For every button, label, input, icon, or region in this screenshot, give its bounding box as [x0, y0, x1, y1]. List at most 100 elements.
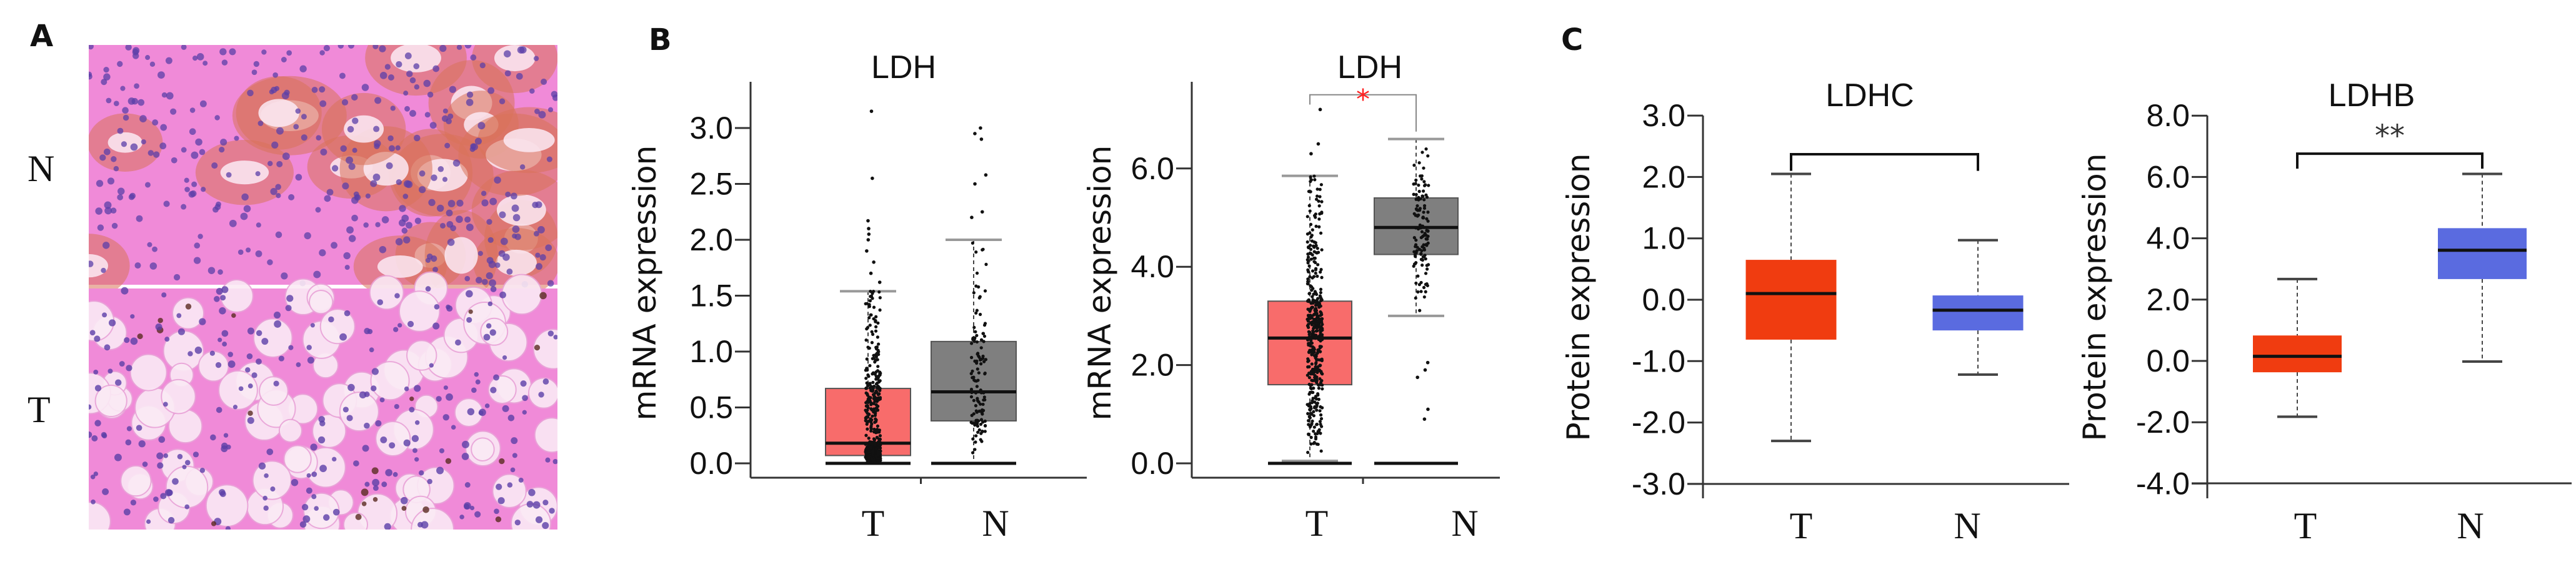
nucleus — [199, 468, 206, 473]
data-point — [1320, 358, 1324, 363]
data-point — [1309, 222, 1313, 227]
nucleus — [403, 180, 411, 188]
nucleus — [395, 238, 403, 245]
y-tick-label: 2.0 — [2146, 282, 2190, 317]
data-point — [876, 335, 880, 339]
data-point — [1420, 150, 1424, 154]
nucleus — [397, 323, 402, 328]
nucleus — [90, 474, 96, 480]
nucleus — [388, 145, 396, 152]
nucleus — [442, 108, 448, 114]
outlier-point — [869, 271, 873, 275]
data-point — [864, 338, 868, 342]
nucleus — [157, 317, 163, 323]
nucleus — [526, 501, 534, 508]
data-point — [1315, 326, 1319, 330]
data-point — [876, 381, 879, 385]
data-point — [1306, 245, 1310, 249]
nucleus — [147, 150, 154, 156]
data-point — [983, 372, 987, 376]
data-point — [1426, 210, 1430, 214]
data-point — [979, 362, 983, 366]
data-point — [1318, 187, 1322, 191]
data-point — [876, 441, 880, 445]
nucleus — [421, 521, 429, 529]
nucleus — [500, 237, 508, 245]
data-point — [979, 402, 982, 406]
nucleus — [177, 328, 185, 335]
data-point — [1307, 419, 1310, 423]
nucleus — [374, 140, 381, 147]
data-point — [867, 436, 871, 440]
data-point — [1416, 274, 1420, 278]
nucleus — [412, 448, 417, 453]
nucleus — [434, 303, 440, 310]
data-point — [1418, 223, 1422, 227]
data-point — [969, 395, 974, 399]
data-point — [1307, 322, 1310, 327]
data-point — [1311, 334, 1315, 338]
x-category-label: T — [2294, 505, 2317, 546]
data-point — [1316, 442, 1320, 446]
data-point — [1319, 231, 1323, 235]
nucleus — [247, 383, 253, 389]
nucleus — [422, 506, 429, 513]
data-point — [1306, 255, 1310, 259]
data-point — [1314, 224, 1318, 229]
nucleus — [384, 64, 391, 70]
y-tick-label: 3.0 — [1642, 98, 1685, 133]
data-point — [871, 371, 876, 375]
y-axis-label: mRNA expression — [627, 145, 663, 421]
nucleus — [494, 262, 501, 269]
data-point — [979, 422, 983, 426]
outlier-point — [867, 232, 871, 236]
box-iqr — [2438, 228, 2527, 279]
data-point — [874, 370, 878, 374]
data-point — [1311, 390, 1315, 395]
nucleus — [393, 327, 399, 332]
data-point — [1319, 297, 1323, 300]
data-point — [1312, 256, 1316, 260]
nucleus — [220, 295, 226, 301]
data-point — [1309, 412, 1313, 415]
data-point — [1312, 325, 1316, 328]
data-point — [872, 437, 876, 441]
nucleus — [155, 323, 162, 331]
data-point — [974, 284, 978, 288]
y-axis-label: Protein expression — [1560, 154, 1597, 441]
nucleus — [363, 222, 369, 228]
data-point — [1314, 241, 1317, 245]
clear-cell — [161, 378, 196, 415]
outlier-point — [871, 176, 874, 180]
data-point — [972, 398, 976, 402]
data-point — [1314, 260, 1317, 265]
nucleus — [320, 149, 327, 156]
nucleus — [447, 113, 454, 119]
nucleus — [446, 304, 451, 310]
nucleus — [394, 403, 399, 410]
data-point — [864, 387, 868, 390]
nucleus — [281, 92, 289, 100]
nucleus — [466, 317, 472, 323]
nucleus — [134, 83, 139, 89]
nucleus — [533, 230, 539, 237]
data-point — [1313, 405, 1317, 409]
nucleus — [240, 212, 248, 220]
nucleus — [117, 61, 123, 67]
nucleus — [99, 154, 106, 161]
clear-cell — [220, 279, 254, 313]
nucleus — [137, 333, 143, 340]
data-point — [981, 420, 985, 424]
nucleus — [170, 108, 177, 115]
panel-label-c: C — [1561, 22, 1584, 57]
data-point — [1426, 263, 1430, 267]
nucleus — [404, 106, 410, 112]
box-iqr — [2253, 335, 2342, 373]
nucleus — [494, 176, 501, 184]
data-point — [874, 431, 878, 435]
nucleus — [295, 174, 302, 181]
nucleus — [89, 71, 92, 77]
nucleus — [124, 337, 130, 343]
data-point — [1310, 234, 1314, 237]
data-point — [869, 289, 872, 293]
